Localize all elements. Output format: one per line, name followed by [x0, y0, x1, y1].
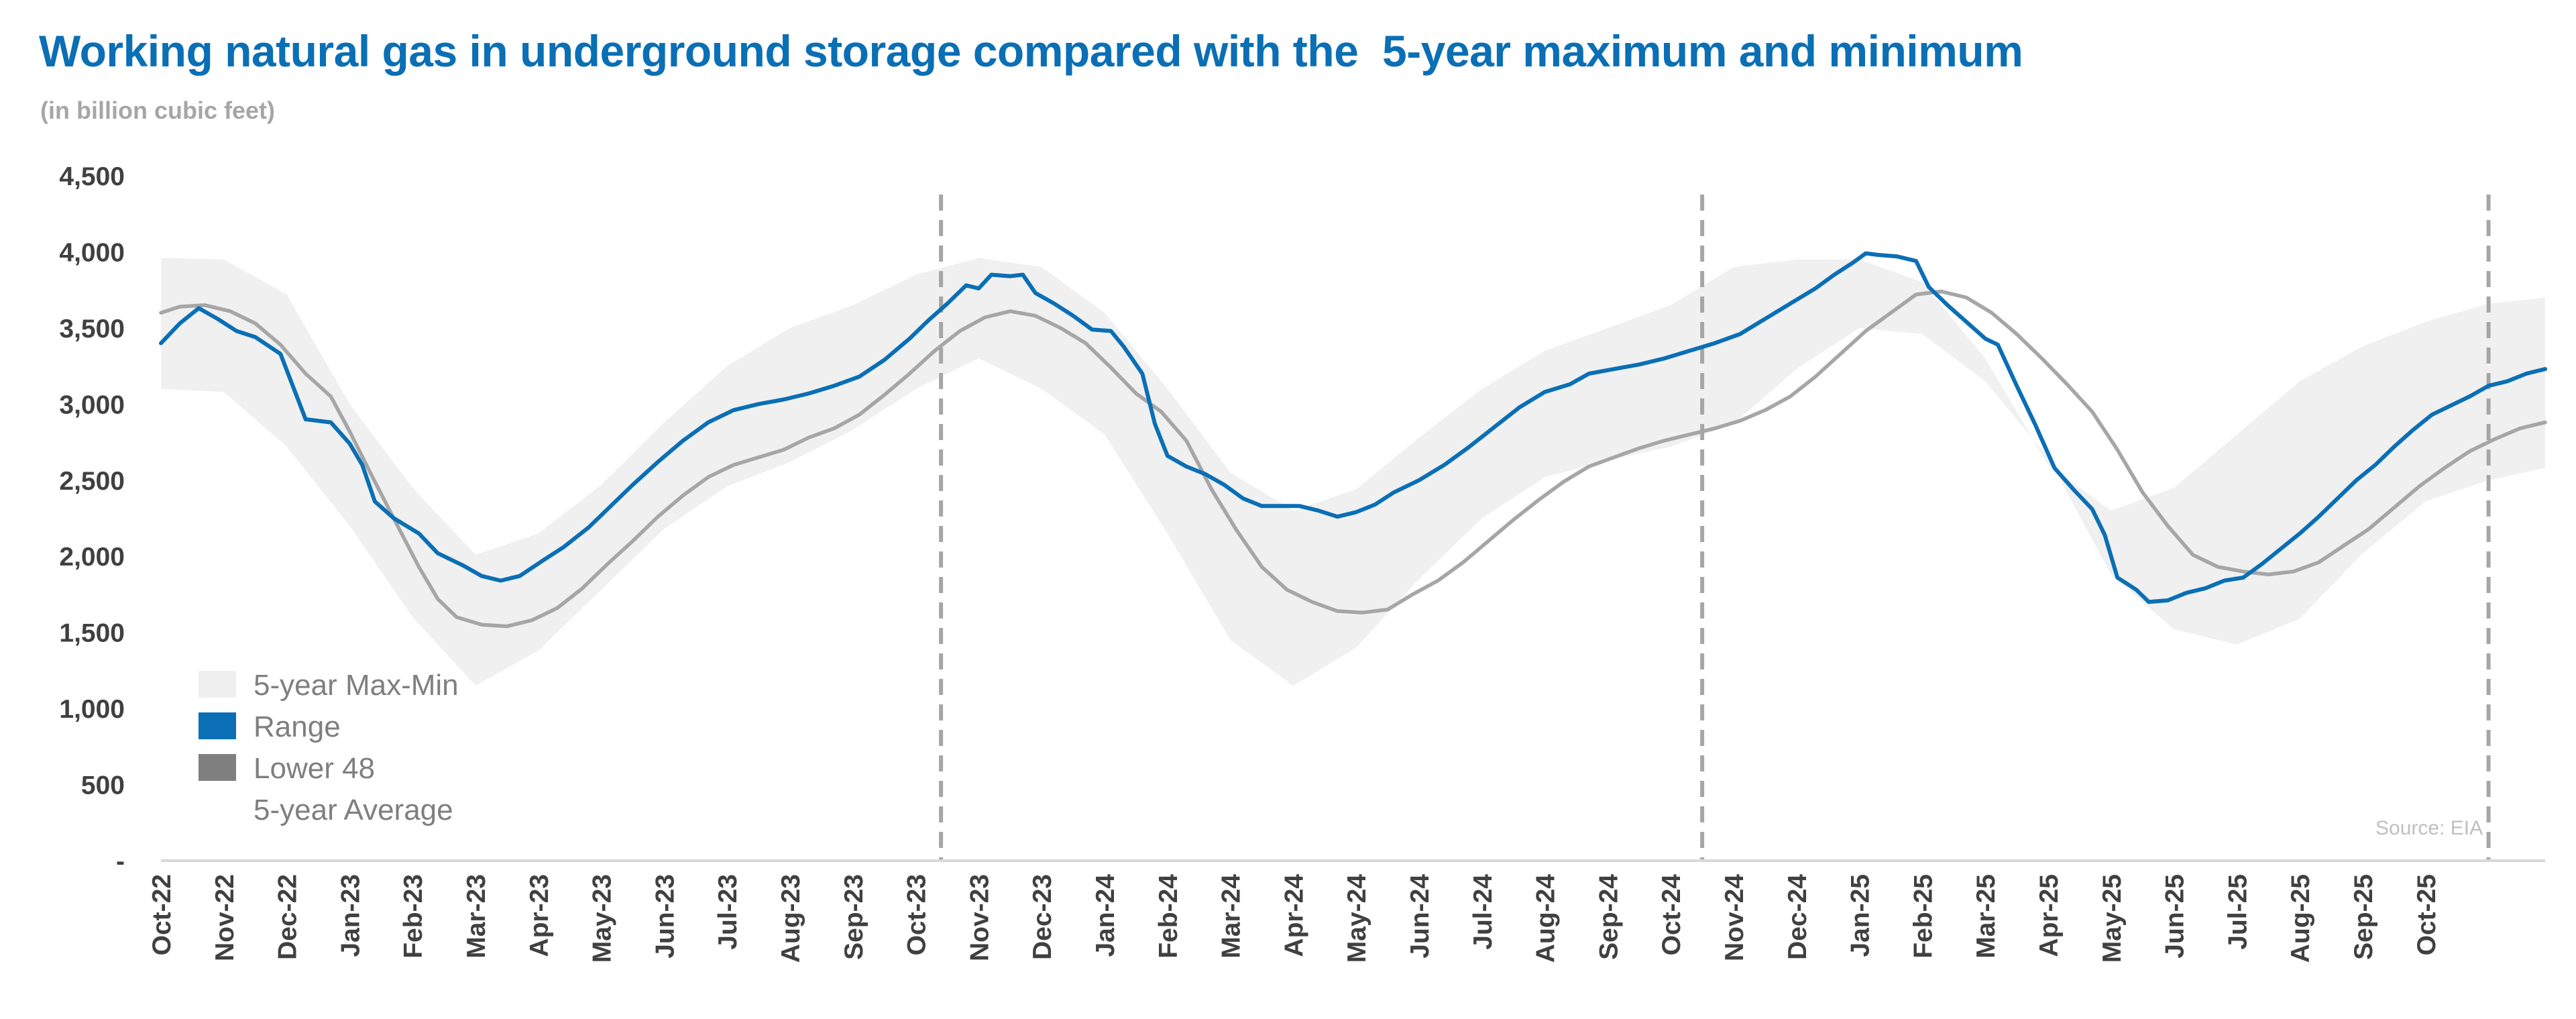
x-tick-label: Jun-24: [1406, 874, 1435, 959]
x-tick-label: May-23: [588, 874, 617, 963]
x-tick-label: Feb-23: [399, 874, 428, 959]
x-tick-label: Apr-25: [2035, 874, 2064, 957]
chart-subtitle: (in billion cubic feet): [40, 97, 275, 124]
x-tick-label: Aug-24: [1532, 874, 1561, 963]
x-tick-label: May-25: [2098, 874, 2127, 963]
max-min-band: [161, 258, 2545, 686]
x-tick-label: Oct-24: [1657, 874, 1686, 956]
series-line-lower-48: [159, 251, 2547, 604]
legend-swatch: [199, 754, 236, 781]
x-tick-labels: Oct-22 Nov-22 Dec-22 Jan-23 Feb-23 Mar-23 Apr-…: [148, 874, 2441, 963]
x-tick-label: Jan-24: [1091, 874, 1120, 957]
y-tick-label: 4,000: [59, 238, 125, 267]
y-tick-label: 2,000: [59, 543, 125, 572]
series-layer: [159, 251, 2547, 629]
max-min-band-layer: [161, 258, 2545, 686]
reference-lines-layer: [939, 195, 2491, 861]
x-tick-label: Oct-25: [2412, 874, 2441, 955]
x-tick-label: Jun-23: [651, 874, 679, 959]
y-tick-label: 3,000: [59, 390, 125, 419]
x-tick-label: Nov-24: [1720, 874, 1749, 961]
x-tick-label: Jul-23: [714, 874, 742, 950]
x-tick-label: Apr-23: [525, 874, 554, 957]
x-tick-label: Jul-24: [1469, 874, 1498, 950]
series-line-5-year-average: [159, 289, 2547, 629]
y-tick-label: 2,500: [59, 467, 125, 496]
legend-label: Lower 48: [254, 752, 375, 785]
x-tick-label: Mar-23: [462, 874, 491, 959]
source-note: Source: EIA: [2375, 817, 2483, 839]
x-tick-label: Aug-25: [2286, 874, 2315, 963]
x-tick-label: May-24: [1343, 874, 1371, 963]
legend-swatch: [199, 671, 236, 698]
x-tick-label: Nov-23: [965, 874, 994, 961]
x-tick-label: Jun-25: [2161, 874, 2190, 959]
x-tick-label: Dec-22: [274, 874, 302, 960]
x-tick-label: Nov-22: [211, 874, 239, 961]
y-tick-label: 1,000: [59, 695, 125, 724]
y-tick-label: 3,500: [59, 315, 125, 343]
legend-label: 5-year Average: [254, 794, 453, 826]
y-tick-label: 4,500: [59, 162, 125, 191]
x-tick-label: Mar-25: [1972, 874, 2001, 959]
x-tick-label: Oct-23: [903, 874, 932, 955]
x-tick-label: Apr-24: [1280, 874, 1308, 957]
x-tick-label: Aug-23: [777, 874, 805, 963]
x-tick-label: Oct-22: [148, 874, 176, 955]
chart-title: Working natural gas in underground stora…: [39, 26, 2023, 76]
x-tick-label: Sep-25: [2349, 874, 2378, 960]
x-tick-label: Dec-24: [1783, 874, 1812, 960]
x-tick-label: Dec-23: [1028, 874, 1057, 960]
x-tick-label: Jul-25: [2223, 874, 2252, 950]
x-tick-label: Jan-25: [1846, 874, 1875, 957]
legend-label: Range: [254, 710, 341, 743]
x-tick-label: Feb-24: [1154, 874, 1183, 959]
legend-label: 5-year Max-Min: [254, 669, 459, 702]
x-tick-label: Mar-24: [1217, 874, 1246, 959]
x-tick-label: Sep-24: [1594, 874, 1623, 960]
y-tick-label: -: [116, 847, 125, 876]
x-tick-label: Feb-25: [1909, 874, 1938, 959]
x-tick-label: Jan-23: [336, 874, 365, 957]
y-tick-labels: - 500 1,000 1,500 2,000 2,500 3,000 3,500 4,000 4…: [59, 162, 125, 876]
y-tick-label: 500: [81, 771, 125, 800]
y-tick-label: 1,500: [59, 619, 125, 648]
x-tick-label: Sep-23: [840, 874, 869, 960]
legend-swatch: [199, 712, 236, 739]
legend: 5-year Max-Min Range Lower 48 5-year Averag…: [199, 669, 459, 826]
